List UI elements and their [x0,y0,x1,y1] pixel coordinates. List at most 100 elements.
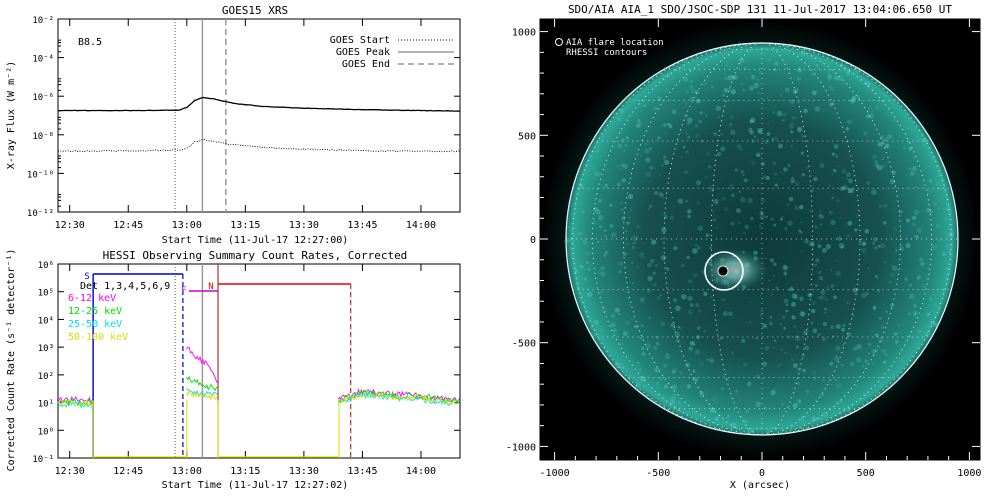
disk-texture-speck [730,351,734,355]
disk-texture-speck [743,178,748,183]
disk-texture-speck [668,124,673,129]
disk-texture-speck [878,337,884,343]
disk-texture-speck [834,377,837,381]
disk-texture-speck [713,132,717,136]
disk-texture-speck [766,96,769,99]
disk-texture-speck [595,209,601,215]
disk-texture-speck [764,257,767,260]
flare-location-circle [704,251,744,291]
disk-texture-speck [849,361,855,367]
disk-texture-speck [728,419,731,423]
disk-texture-speck [748,301,751,304]
disk-texture-speck [623,366,626,369]
disk-texture-speck [636,123,641,129]
disk-texture-speck [926,207,932,213]
disk-texture-speck [790,301,796,307]
disk-texture-speck [839,217,841,220]
disk-texture-speck [819,210,822,212]
longitude-line [710,42,814,436]
disk-texture-speck [724,207,729,212]
disk-texture-speck [769,258,774,263]
disk-texture-speck [873,307,877,311]
disk-texture-speck [785,208,787,211]
disk-texture-speck [796,88,799,91]
disk-texture-speck [828,210,831,213]
disk-texture-speck [920,262,925,266]
disk-texture-speck [863,131,867,135]
disk-texture-speck [585,267,588,270]
disk-texture-speck [852,95,857,100]
disk-texture-speck [563,238,570,245]
disk-texture-speck [946,267,948,270]
disk-texture-speck [906,126,910,130]
disk-texture-speck [888,281,892,284]
disk-texture-speck [730,88,736,95]
disk-texture-speck [840,246,844,249]
disk-texture-speck [582,239,588,245]
disk-texture-speck [822,322,827,326]
disk-texture-speck [694,349,700,355]
disk-texture-speck [597,198,603,203]
disk-texture-speck [814,106,820,112]
disk-texture-speck [731,193,735,197]
disk-texture-speck [724,77,728,80]
disk-texture-speck [897,316,899,319]
disk-texture-speck [615,362,621,368]
disk-texture-speck [860,292,867,298]
disk-texture-speck [620,137,626,143]
disk-texture-speck [835,271,841,276]
disk-texture-speck [878,316,882,320]
disk-texture-speck [616,116,622,122]
disk-texture-speck [875,392,878,395]
disk-texture-speck [630,93,635,98]
disk-texture-speck [853,388,856,391]
disk-texture-speck [817,244,822,249]
disk-texture-speck [821,61,823,64]
goes-ytick-label: 10⁻¹² [27,209,54,219]
disk-texture-speck [848,323,850,326]
disk-texture-speck [651,399,655,402]
disk-texture-speck [654,263,658,267]
disk-texture-speck [725,417,728,419]
disk-texture-speck [731,422,737,428]
hessi-xtick-label: 13:45 [347,466,377,477]
disk-texture-speck [642,296,645,298]
disk-texture-speck [835,323,841,330]
disk-texture-speck [720,132,723,136]
disk-texture-speck [686,384,691,389]
disk-texture-speck [830,384,832,386]
disk-texture-speck [817,270,822,275]
disk-texture-speck [884,353,888,356]
disk-texture-speck [829,285,833,289]
disk-texture-speck [866,181,871,186]
disk-texture-speck [839,399,843,404]
disk-texture-speck [630,261,634,265]
disk-texture-speck [633,241,636,245]
disk-texture-speck [667,122,671,127]
disk-texture-speck [699,391,704,396]
goes-ytick-label: 10⁻⁶ [32,93,54,103]
disk-texture-speck [896,332,899,335]
disk-texture-speck [872,305,877,310]
disk-texture-speck [603,119,609,124]
disk-texture-speck [582,315,584,318]
aia-xtick-label: 0 [759,468,765,479]
disk-texture-speck [639,297,645,303]
disk-texture-speck [688,346,694,352]
disk-texture-speck [845,70,851,75]
disk-texture-speck [878,204,883,209]
disk-texture-speck [918,329,921,333]
disk-texture-speck [760,309,764,313]
aia-xtick-label: 1000 [957,468,981,479]
disk-texture-speck [841,343,845,347]
disk-texture-speck [695,98,701,104]
disk-texture-speck [618,261,624,267]
disk-texture-speck [586,291,593,298]
disk-texture-speck [631,282,634,284]
disk-texture-speck [618,270,622,274]
disk-texture-speck [745,409,749,413]
disk-texture-speck [883,137,888,143]
disk-texture-speck [645,171,652,178]
disk-texture-speck [730,129,736,135]
disk-texture-speck [672,367,678,373]
